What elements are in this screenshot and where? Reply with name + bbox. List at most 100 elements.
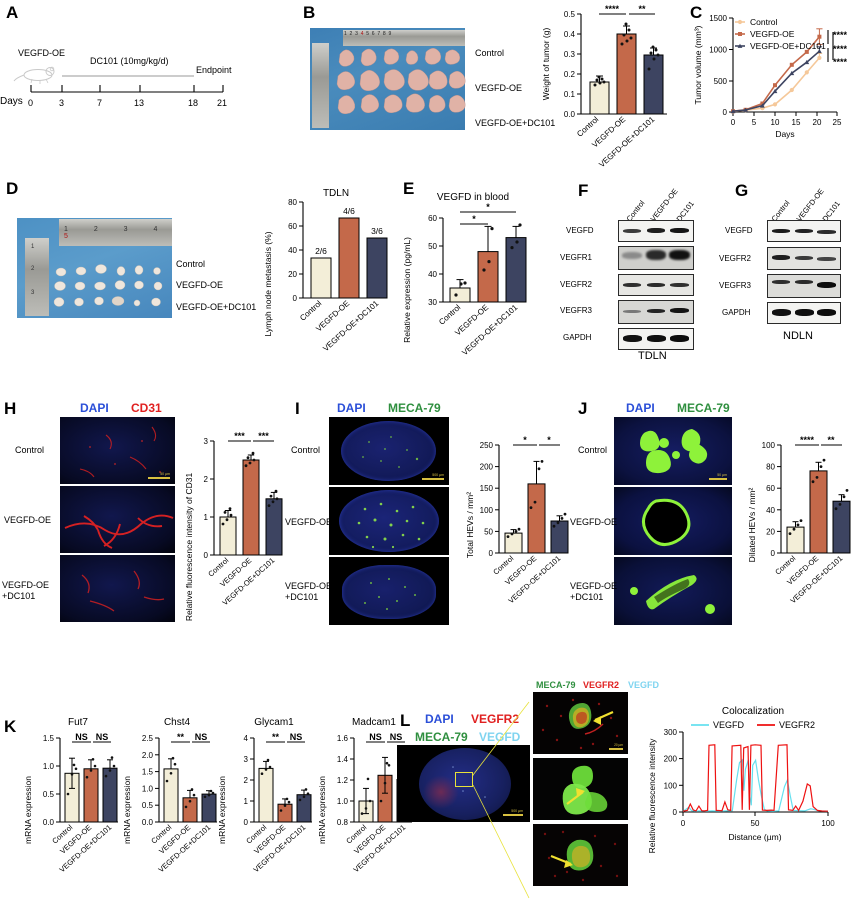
panel-k-madcam1-axes: 0.8 1.0 1.2 1.4 1.6 mRNA expression	[317, 734, 412, 844]
svg-text:mRNA expression: mRNA expression	[317, 776, 327, 844]
svg-text:0: 0	[771, 549, 776, 558]
panel-f-row-vegfd: VEGFD	[566, 226, 594, 235]
svg-text:1.5: 1.5	[43, 734, 55, 743]
svg-text:50: 50	[751, 819, 760, 828]
svg-text:500: 500	[714, 77, 728, 86]
panel-g-blot-vegfr3	[767, 274, 841, 298]
panel-f: Control VEGFD-OE DC101 VEGFD VEGFR1 VEGF…	[530, 178, 696, 362]
panel-l-chart-title: Colocalization	[722, 706, 784, 717]
panel-f-row-vegfr2: VEGFR2	[560, 280, 593, 289]
panel-f-row-vegfr1: VEGFR1	[560, 253, 593, 262]
panel-d-label: D	[6, 179, 19, 198]
panel-h-image-combo	[60, 555, 175, 622]
svg-text:VEGFD-OE+DC101: VEGFD-OE+DC101	[460, 302, 519, 357]
svg-text:*: *	[547, 435, 551, 445]
svg-text:0: 0	[204, 551, 209, 560]
svg-text:VEGFD-OE+DC101: VEGFD-OE+DC101	[597, 114, 656, 169]
panel-l-scalebar-inset: 20 µm	[614, 743, 623, 747]
panel-i-row-label-combo: VEGFD-OE +DC101	[285, 581, 333, 602]
panel-l-stain-meca79: MECA-79	[415, 730, 468, 744]
svg-text:Relative fluorescence intensit: Relative fluorescence intensity of CD31	[184, 473, 194, 622]
svg-text:60: 60	[428, 214, 437, 223]
svg-text:1.0: 1.0	[43, 762, 55, 771]
svg-text:0: 0	[681, 819, 686, 828]
panel-c: 0 500 1000 1500 0 5 10 15 20 25 Days Tum…	[685, 0, 855, 170]
panel-i-significance: * *	[513, 435, 560, 446]
svg-text:60: 60	[766, 484, 775, 493]
panel-l-axes: 0 100 200 300 0 50 100 Distance (µm) Rel…	[647, 728, 835, 853]
panel-l: DAPI VEGFR2 MECA-79 VEGFD 500 µm MECA-79…	[395, 680, 855, 900]
panel-h-bars	[219, 451, 283, 556]
panel-f-blot-vegfr2	[618, 274, 694, 296]
panel-d-chart-title: TDLN	[323, 188, 349, 199]
panel-k-chst4-significance: ** NS	[171, 732, 210, 743]
svg-text:**: **	[177, 732, 185, 742]
panel-d-value-control: 2/6	[315, 246, 327, 256]
svg-text:0.8: 0.8	[337, 818, 349, 827]
panel-a: VEGFD-OE DC101 (10mg/kg/d) Endpoint Days…	[0, 0, 280, 165]
panel-e-chart-title: VEGFD in blood	[437, 192, 509, 203]
panel-b-group-combo: VEGFD-OE+DC101	[475, 118, 556, 128]
panel-l-colocalization-chart: Colocalization VEGFD VEGFR2 0 100 200 30…	[647, 706, 835, 853]
panel-j-stain-dapi: DAPI	[626, 401, 655, 415]
svg-text:0.0: 0.0	[564, 110, 576, 119]
panel-h-chart: 0 1 2 3 Relative fluorescence intensity …	[184, 431, 283, 622]
panel-a-treatment-label: VEGFD-OE	[18, 48, 66, 58]
panel-a-label: A	[6, 3, 19, 22]
svg-text:**: **	[827, 435, 835, 445]
panel-l-label: L	[400, 711, 411, 730]
svg-text:*: *	[486, 202, 490, 212]
panel-c-legend: Control VEGFD-OE VEGFD-OE+DC101	[735, 17, 826, 51]
svg-text:1.2: 1.2	[337, 776, 349, 785]
panel-i: DAPI MECA-79 500 µm Control VEGFD-OE VEG…	[285, 395, 570, 645]
svg-text:**: **	[638, 4, 646, 14]
panel-l-arrow-3	[550, 854, 573, 868]
svg-text:***: ***	[258, 431, 269, 441]
panel-g-blot-vegfd	[767, 220, 841, 242]
svg-text:0.5: 0.5	[43, 790, 55, 799]
svg-text:Control: Control	[437, 303, 462, 327]
panel-a-axis-label: Days	[0, 96, 23, 107]
panel-j-bars	[786, 458, 851, 554]
svg-text:NS: NS	[96, 732, 109, 742]
panel-f-label: F	[578, 181, 589, 200]
panel-e-category-labels: Control VEGFD-OE VEGFD-OE+DC101	[437, 302, 520, 357]
svg-text:200: 200	[664, 755, 678, 764]
svg-text:****: ****	[833, 44, 848, 54]
svg-text:Dilated HEVs / mm²: Dilated HEVs / mm²	[747, 488, 757, 563]
panel-i-image-control: 500 µm	[329, 417, 449, 485]
panel-k-title-madcam1: Madcam1	[352, 717, 396, 728]
svg-text:15: 15	[792, 118, 801, 127]
panel-g-row-vegfd: VEGFD	[725, 226, 753, 235]
panel-k-madcam1-significance: NS NS	[366, 732, 405, 743]
panel-h-image-vegfdoe	[60, 486, 175, 553]
panel-k-chst4-bars	[163, 756, 217, 823]
panel-l-scalebar-overview: 500 µm	[511, 809, 523, 813]
panel-k-fut7-significance: NS NS	[72, 732, 111, 743]
panel-h-stain-dapi: DAPI	[80, 401, 109, 415]
panel-l-inset-stain-vegfd: VEGFD	[628, 680, 660, 690]
panel-j-image-vegfdoe	[614, 487, 732, 555]
svg-text:**: **	[272, 732, 280, 742]
panel-g-row-gapdh: GAPDH	[722, 308, 751, 317]
svg-text:2.0: 2.0	[142, 751, 154, 760]
panel-j-chart: 0 20 40 60 80 100 Dilated HEVs / mm² ***…	[747, 435, 851, 605]
panel-c-chart: 0 500 1000 1500 0 5 10 15 20 25 Days Tum…	[693, 14, 848, 139]
svg-text:100: 100	[821, 819, 835, 828]
svg-text:0.3: 0.3	[564, 50, 576, 59]
panel-d: 1 2 3 4 5 1 2 3 Control VEGFD-OE VEGFD-O…	[0, 175, 256, 355]
panel-h-row-label-control: Control	[15, 445, 45, 455]
svg-text:Days: Days	[775, 129, 794, 139]
svg-text:Control: Control	[575, 115, 600, 139]
svg-text:20: 20	[813, 118, 822, 127]
panel-d-group-vegfdoe: VEGFD-OE	[176, 280, 224, 290]
panel-h-scalebar: 50 µm	[160, 472, 170, 476]
panel-k-glycam1-category-labels: Control VEGFD-OE VEGFD-OE+DC101	[244, 823, 307, 875]
panel-h-stain-cd31: CD31	[131, 401, 162, 415]
panel-i-image-combo	[329, 557, 449, 625]
mouse-icon	[13, 66, 55, 84]
svg-text:mRNA expression: mRNA expression	[23, 776, 33, 844]
svg-text:250: 250	[480, 441, 494, 450]
panel-f-row-vegfr3: VEGFR3	[560, 306, 593, 315]
svg-text:Distance (µm): Distance (µm)	[728, 832, 781, 842]
